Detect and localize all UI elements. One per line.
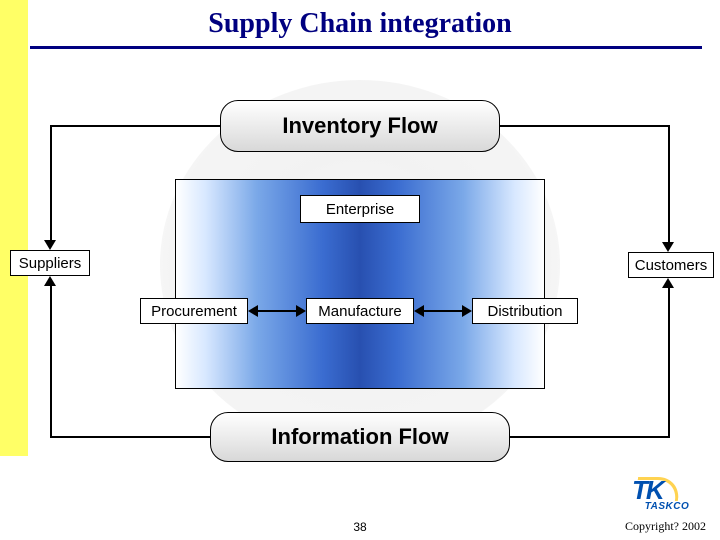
arrow-to-suppliers: [44, 240, 56, 250]
inventory-flow-box: Inventory Flow: [220, 100, 500, 152]
arrow-manu-right: [296, 305, 306, 317]
manufacture-box: Manufacture: [306, 298, 414, 324]
line-info-left-h: [50, 436, 210, 438]
arrow-manu-left: [414, 305, 424, 317]
page-title: Supply Chain integration: [208, 8, 511, 40]
procurement-box: Procurement: [140, 298, 248, 324]
sidebar-accent: [0, 0, 28, 456]
title-underline: [30, 46, 702, 49]
taskco-logo: TK TASKCO: [632, 475, 702, 512]
suppliers-box: Suppliers: [10, 250, 90, 276]
arrow-proc-left: [248, 305, 258, 317]
line-proc-manu: [258, 310, 296, 312]
logo-mark: TK: [632, 475, 663, 506]
copyright-text: Copyright? 2002: [625, 519, 706, 534]
inventory-flow-label: Inventory Flow: [282, 113, 437, 139]
line-info-right-v: [668, 288, 670, 437]
line-inv-left-h: [50, 125, 220, 127]
arrow-info-suppliers: [44, 276, 56, 286]
line-info-left-v: [50, 286, 52, 437]
suppliers-label: Suppliers: [19, 255, 82, 272]
manufacture-label: Manufacture: [318, 303, 401, 320]
arrow-dist-right: [462, 305, 472, 317]
line-info-right-h: [510, 436, 670, 438]
distribution-box: Distribution: [472, 298, 578, 324]
line-manu-dist: [424, 310, 462, 312]
distribution-label: Distribution: [487, 303, 562, 320]
line-inv-right-v: [668, 125, 670, 242]
arrow-to-customers: [662, 242, 674, 252]
customers-label: Customers: [635, 257, 708, 274]
enterprise-label-box: Enterprise: [300, 195, 420, 223]
information-flow-label: Information Flow: [271, 424, 448, 450]
procurement-label: Procurement: [151, 303, 237, 320]
enterprise-label: Enterprise: [326, 201, 394, 218]
line-inv-right-h: [500, 125, 668, 127]
line-inv-left-v: [50, 125, 52, 240]
information-flow-box: Information Flow: [210, 412, 510, 462]
arrow-info-customers: [662, 278, 674, 288]
customers-box: Customers: [628, 252, 714, 278]
page-number: 38: [353, 520, 366, 534]
